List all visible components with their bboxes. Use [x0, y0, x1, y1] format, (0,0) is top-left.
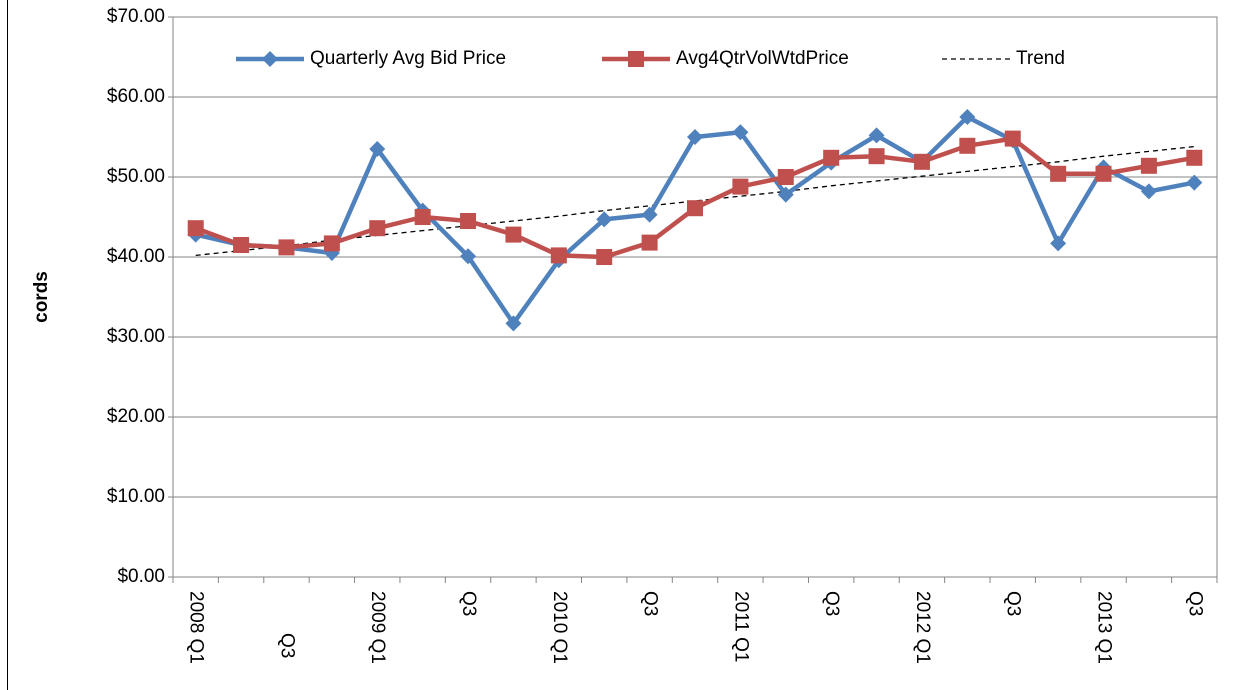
point: [369, 220, 385, 236]
point: [1096, 166, 1112, 182]
point: [732, 179, 748, 195]
y-tick-label: $40.00: [107, 246, 165, 267]
x-tick-label: 2010 Q1: [549, 591, 570, 664]
x-tick-label: Q3: [821, 591, 842, 616]
point: [642, 235, 658, 251]
legend-marker: [628, 51, 644, 67]
y-tick-label: $70.00: [107, 6, 165, 27]
y-tick-label: $0.00: [117, 566, 165, 587]
point: [687, 200, 703, 216]
x-tick-label: 2008 Q1: [186, 591, 207, 664]
y-axis-title: cords: [31, 271, 52, 323]
y-tick-label: $10.00: [107, 486, 165, 507]
point: [1050, 166, 1066, 182]
legend-marker: [262, 51, 278, 67]
y-tick-label: $30.00: [107, 326, 165, 347]
y-tick-label: $50.00: [107, 166, 165, 187]
point: [1186, 150, 1202, 166]
point: [188, 220, 204, 236]
point: [1141, 183, 1157, 199]
point: [596, 249, 612, 265]
x-tick-label: 2009 Q1: [367, 591, 388, 664]
point: [778, 169, 794, 185]
point: [324, 235, 340, 251]
point: [1005, 131, 1021, 147]
point: [914, 154, 930, 170]
point: [959, 138, 975, 154]
point: [415, 209, 431, 225]
x-tick-label: 2013 Q1: [1094, 591, 1115, 664]
point: [233, 237, 249, 253]
point: [823, 150, 839, 166]
y-tick-label: $20.00: [107, 406, 165, 427]
y-tick-label: $60.00: [107, 86, 165, 107]
point: [505, 227, 521, 243]
point: [460, 213, 476, 229]
series-line: [196, 117, 1195, 323]
point: [869, 148, 885, 164]
series-line: [196, 139, 1195, 257]
x-tick-label: Q3: [1003, 591, 1024, 616]
x-tick-label: Q3: [1184, 591, 1205, 616]
point: [278, 239, 294, 255]
x-tick-label: 2012 Q1: [912, 591, 933, 664]
legend-label: Quarterly Avg Bid Price: [310, 48, 506, 69]
point: [551, 247, 567, 263]
legend-label: Avg4QtrVolWtdPrice: [676, 48, 849, 69]
x-tick-label: Q3: [458, 591, 479, 616]
x-tick-label: 2011 Q1: [730, 591, 751, 662]
point: [1141, 158, 1157, 174]
plot-border: [173, 17, 1217, 577]
x-tick-label: Q3: [276, 633, 297, 658]
x-tick-label: Q3: [640, 591, 661, 616]
legend-label: Trend: [1016, 48, 1065, 69]
